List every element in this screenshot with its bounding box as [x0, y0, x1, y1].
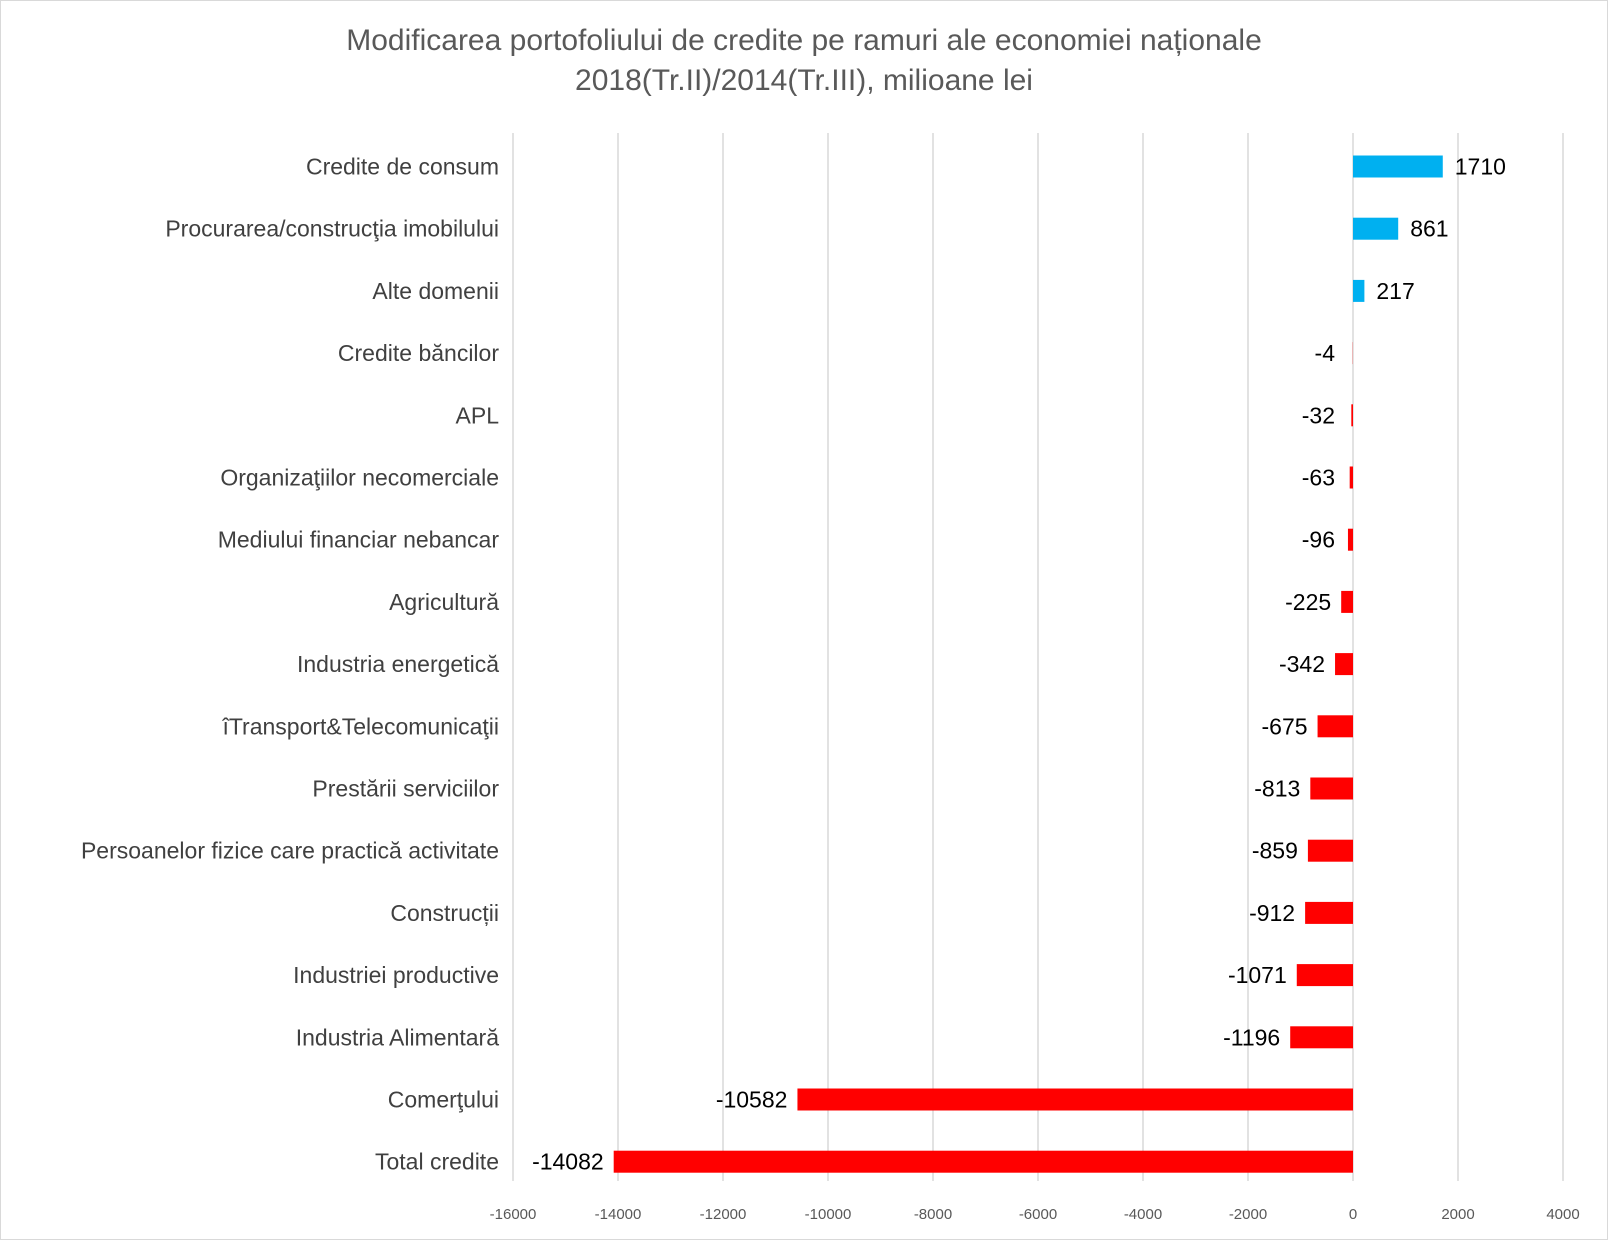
- bar: [613, 1150, 1353, 1173]
- x-tick-label: -16000: [490, 1206, 537, 1223]
- data-label: -1196: [1223, 1024, 1280, 1050]
- data-labels: 1710 861 217 -4 -32 -63 -96 -225 -342 -675 -813 -85…: [532, 154, 1506, 1175]
- data-label: -813: [1254, 776, 1300, 802]
- x-tick-label: 4000: [1546, 1206, 1579, 1223]
- category-labels: Credite de consum Procurarea/construcţia …: [81, 154, 499, 1175]
- data-label: -32: [1302, 402, 1335, 428]
- category-label: Total credite: [375, 1149, 499, 1175]
- bar: [1290, 1026, 1353, 1049]
- x-tick-label: -2000: [1229, 1206, 1267, 1223]
- category-label: Credite de consum: [306, 154, 499, 180]
- data-label: -4: [1315, 340, 1336, 366]
- x-tick-label: 0: [1349, 1206, 1357, 1223]
- data-label: -63: [1302, 465, 1335, 491]
- category-label: Mediului financiar nebancar: [218, 527, 500, 553]
- bar: [1305, 901, 1353, 924]
- x-tick-label: -8000: [914, 1206, 952, 1223]
- category-label: Prestării serviciilor: [312, 776, 499, 802]
- category-label: Industriei productive: [293, 962, 499, 988]
- category-label: Comerţului: [388, 1087, 499, 1113]
- data-label: -96: [1302, 527, 1335, 553]
- bar: [1353, 155, 1443, 178]
- category-label: îTransport&Telecomunicaţii: [221, 713, 499, 739]
- bar: [797, 1088, 1353, 1111]
- category-label: Construcții: [390, 900, 499, 926]
- x-tick-label: -6000: [1019, 1206, 1057, 1223]
- bar: [1307, 839, 1353, 862]
- data-label: -342: [1279, 651, 1325, 677]
- data-label: -14082: [532, 1149, 604, 1175]
- x-tick-label: -4000: [1124, 1206, 1162, 1223]
- category-label: Procurarea/construcţia imobilului: [165, 216, 499, 242]
- data-label: -912: [1249, 900, 1295, 926]
- category-label: APL: [456, 402, 500, 428]
- category-label: Industria energetică: [297, 651, 499, 677]
- data-label: 217: [1376, 278, 1414, 304]
- x-axis-tick-labels: -16000 -14000 -12000 -10000 -8000 -6000 -4000 -…: [490, 1206, 1580, 1223]
- category-label: Credite băncilor: [338, 340, 499, 366]
- chart-subtitle: 2018(Tr.II)/2014(Tr.III), milioane lei: [575, 64, 1033, 97]
- chart-title-line1: Modificarea portofoliului de credite pe …: [346, 24, 1262, 57]
- data-label: -10582: [716, 1087, 788, 1113]
- data-label: 1710: [1455, 154, 1506, 180]
- data-label: -859: [1252, 838, 1298, 864]
- bar: [1353, 279, 1365, 302]
- bars: [613, 155, 1443, 1173]
- bar: [1335, 653, 1353, 676]
- category-label: Industria Alimentară: [296, 1024, 499, 1050]
- bar: [1341, 590, 1353, 613]
- bar: [1351, 404, 1353, 427]
- data-label: 861: [1410, 216, 1448, 242]
- bar: [1353, 217, 1399, 240]
- bar: [1296, 964, 1353, 987]
- x-tick-label: -12000: [700, 1206, 747, 1223]
- category-label: Persoanelor fizice care practică activit…: [81, 838, 499, 864]
- bar: [1347, 528, 1353, 551]
- chart-title: Modificarea portofoliului de credite pe …: [1, 21, 1607, 101]
- x-tick-label: -10000: [805, 1206, 852, 1223]
- data-label: -225: [1285, 589, 1331, 615]
- category-label: Agricultură: [389, 589, 499, 615]
- x-tick-label: -14000: [595, 1206, 642, 1223]
- category-label: Organizaţiilor necomerciale: [220, 465, 499, 491]
- bar: [1317, 715, 1353, 738]
- data-label: -675: [1262, 713, 1308, 739]
- bar: [1349, 466, 1353, 489]
- bar: [1310, 777, 1353, 800]
- category-label: Alte domenii: [372, 278, 499, 304]
- gridlines: [512, 133, 1564, 1181]
- data-label: -1071: [1228, 962, 1287, 988]
- x-tick-label: 2000: [1441, 1206, 1474, 1223]
